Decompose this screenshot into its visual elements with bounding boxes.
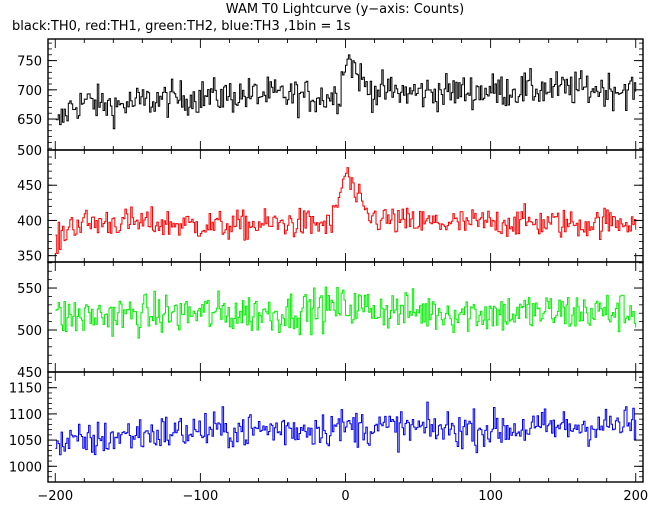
panel-frame: [47, 38, 644, 151]
x-tick-label: 200: [623, 489, 648, 504]
y-tick-label: 450: [17, 366, 42, 381]
y-tick-label: 1000: [9, 460, 42, 475]
y-tick-label: 350: [17, 250, 42, 265]
x-tick-label: 100: [478, 489, 503, 504]
panel-frame: [47, 149, 644, 263]
panels: 650 700 750 350 400 450 500 450 500 550 1000 1050 11…: [9, 38, 644, 483]
series-line-th2: [55, 286, 637, 339]
series-line-th1: [55, 167, 637, 254]
y-tick-label: 1050: [9, 434, 42, 449]
x-tick-label: −100: [183, 489, 219, 504]
y-tick-label: 400: [17, 214, 42, 229]
series-line-th0: [55, 54, 637, 130]
chart-title: WAM T0 Lightcurve (y−axis: Counts): [226, 2, 464, 17]
x-tick-label: 0: [341, 489, 349, 504]
y-tick-label: 650: [17, 113, 42, 128]
series-line-th3: [55, 401, 637, 456]
y-tick-label: 700: [17, 84, 42, 99]
panel-th1: 350 400 450 500: [17, 144, 644, 265]
x-tick-label: −200: [37, 489, 73, 504]
y-tick-label: 1150: [9, 382, 42, 397]
panel-th2: 450 500 550: [17, 261, 644, 381]
y-tick-label: 1100: [9, 408, 42, 423]
y-tick-label: 750: [17, 55, 42, 70]
panel-th3: 1000 1050 1100 1150: [9, 371, 644, 483]
y-tick-label: 450: [17, 179, 42, 194]
y-tick-label: 500: [17, 324, 42, 339]
y-tick-label: 500: [17, 144, 42, 159]
panel-frame: [47, 261, 644, 373]
y-tick-label: 550: [17, 282, 42, 297]
chart-subtitle: black:TH0, red:TH1, green:TH2, blue:TH3 …: [12, 19, 351, 34]
x-axis: −200 −100 0 100 200: [37, 489, 648, 504]
panel-th0: 650 700 750: [17, 38, 644, 151]
